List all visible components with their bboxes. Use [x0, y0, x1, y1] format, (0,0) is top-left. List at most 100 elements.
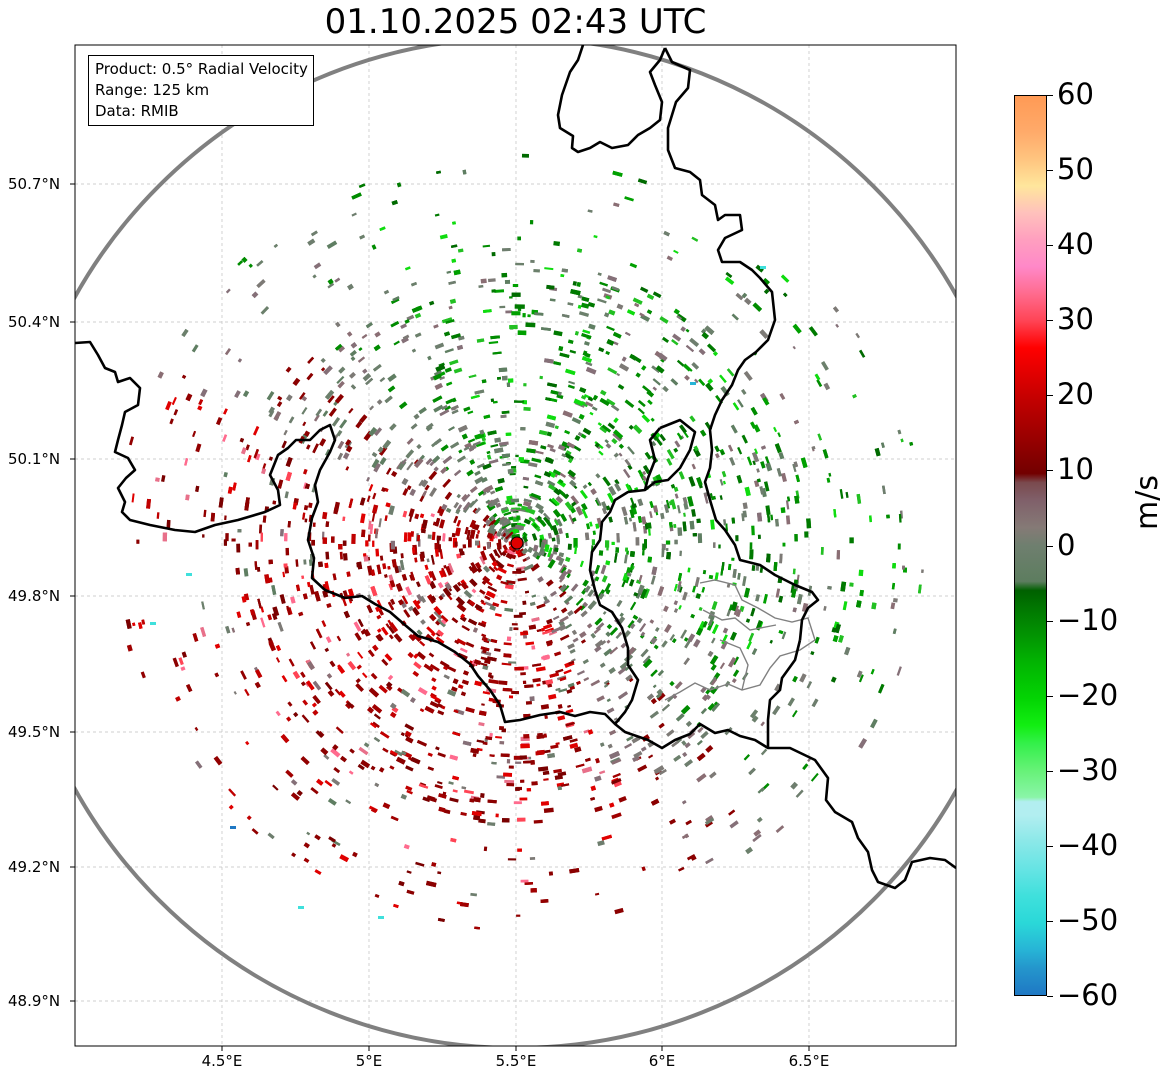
echo-cell — [605, 295, 611, 300]
echo-cell — [295, 559, 299, 567]
echo-cell — [480, 656, 491, 662]
echo-cell — [393, 633, 403, 643]
echo-cell — [379, 767, 385, 773]
echo-cell — [285, 769, 294, 778]
echo-cell — [555, 742, 560, 745]
echo-cell — [350, 384, 357, 390]
echo-cell — [448, 305, 453, 310]
echo-cell — [232, 482, 237, 491]
echo-cell — [443, 564, 447, 569]
echo-cell — [800, 457, 808, 469]
echo-cell — [456, 519, 462, 527]
echo-cell — [595, 622, 605, 631]
echo-cell — [590, 679, 601, 687]
echo-cell — [598, 770, 606, 775]
echo-cell — [495, 736, 502, 739]
echo-cell — [648, 528, 651, 536]
echo-cell — [429, 700, 440, 709]
echo-cell — [652, 386, 657, 391]
echo-cell — [482, 486, 490, 493]
echo-cell — [480, 550, 488, 561]
echo-cell — [604, 312, 610, 318]
echo-cell — [396, 182, 402, 188]
echo-cell — [539, 375, 544, 380]
echo-cell — [455, 596, 465, 606]
echo-cell — [461, 786, 467, 790]
echo-cell — [820, 360, 829, 371]
echo-cell — [637, 399, 646, 408]
data-source-line: Data: RMIB — [95, 102, 179, 120]
echo-cell — [757, 534, 761, 539]
echo-cell — [482, 649, 487, 654]
echo-cell — [195, 443, 202, 453]
echo-cell — [686, 854, 696, 861]
echo-cell — [546, 382, 558, 388]
echo-cell — [828, 472, 832, 477]
echo-cell — [504, 779, 515, 784]
echo-cell — [525, 700, 533, 705]
echo-cell — [478, 662, 488, 667]
echo-cell — [399, 559, 405, 571]
echo-cell — [700, 707, 708, 715]
echo-cell — [491, 761, 497, 765]
echo-cell — [606, 698, 611, 702]
echo-cell — [328, 836, 336, 843]
echo-cell — [198, 399, 204, 406]
echo-cell — [795, 474, 801, 483]
echo-cell — [386, 681, 393, 688]
echo-cell — [799, 673, 807, 683]
echo-cell — [442, 791, 447, 796]
echo-cell — [300, 756, 310, 765]
echo-cell — [566, 568, 572, 576]
echo-cell — [650, 417, 655, 422]
echo-cell — [515, 262, 525, 266]
echo-cell — [478, 722, 485, 727]
echo-cell — [732, 568, 737, 578]
echo-cell — [762, 593, 768, 604]
echo-cell — [711, 637, 716, 644]
echo-cell — [166, 519, 171, 530]
echo-cell — [765, 462, 773, 472]
echo-cell — [564, 501, 573, 511]
echo-cell — [557, 444, 566, 451]
echo-cell — [272, 606, 280, 617]
echo-cell — [372, 721, 380, 728]
echo-cell — [181, 651, 187, 658]
echo-cell — [485, 519, 491, 525]
echo-cell — [665, 499, 671, 509]
echo-cell — [435, 620, 441, 626]
echo-cell — [533, 819, 543, 824]
echo-cell — [491, 560, 498, 568]
echo-cell — [374, 782, 380, 788]
echo-cell — [494, 289, 505, 293]
echo-cell — [728, 444, 734, 452]
echo-cell — [565, 493, 570, 498]
echo-cell — [545, 579, 554, 587]
echo-cell — [546, 284, 555, 290]
echo-cell — [502, 519, 511, 527]
echo-cell — [671, 740, 680, 748]
echo-cell — [505, 526, 516, 533]
echo-cell — [452, 397, 457, 403]
echo-cell — [444, 348, 454, 354]
echo-cell — [313, 414, 320, 422]
echo-cell — [295, 584, 301, 592]
echo-cell — [700, 730, 709, 740]
echo-cell — [587, 589, 595, 598]
echo-cell — [245, 621, 251, 627]
echo-cell — [257, 598, 262, 609]
echo-cell — [478, 284, 484, 289]
echo-cell — [202, 534, 205, 538]
echo-cell — [780, 274, 790, 283]
echo-cell — [459, 902, 469, 908]
echo-cell — [379, 456, 387, 466]
echo-cell — [488, 459, 499, 465]
echo-cell — [859, 674, 864, 683]
echo-cell — [475, 534, 479, 539]
echo-cell — [546, 431, 553, 437]
echo-cell — [684, 374, 691, 381]
echo-cell — [520, 672, 526, 676]
echo-cell — [551, 626, 562, 634]
echo-cell — [836, 550, 841, 560]
echo-cell — [605, 398, 616, 407]
